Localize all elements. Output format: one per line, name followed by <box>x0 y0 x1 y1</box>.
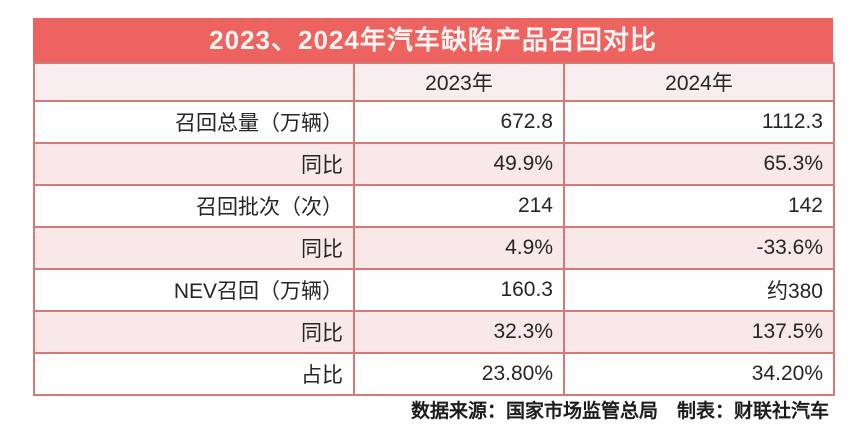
table-row: NEV召回（万辆） 160.3 约380 <box>33 268 835 312</box>
recall-comparison-panel: 2023、2024年汽车缺陷产品召回对比 2023年 2024年 召回总量（万辆… <box>33 18 835 428</box>
value-2023: 49.9% <box>353 142 565 186</box>
value-2024: 65.3% <box>563 142 835 186</box>
value-2023: 4.9% <box>353 226 565 270</box>
row-label: 同比 <box>33 310 355 354</box>
value-2024: 34.20% <box>563 352 835 396</box>
recall-table: 2023年 2024年 召回总量（万辆） 672.8 1112.3 同比 49.… <box>33 62 835 396</box>
value-2023: 32.3% <box>353 310 565 354</box>
table-row: 召回批次（次） 214 142 <box>33 184 835 228</box>
row-label: NEV召回（万辆） <box>33 268 355 312</box>
table-row: 召回总量（万辆） 672.8 1112.3 <box>33 100 835 144</box>
table-row: 同比 4.9% -33.6% <box>33 226 835 270</box>
table-header-row: 2023年 2024年 <box>33 62 835 102</box>
source-note: 数据来源：国家市场监管总局 制表：财联社汽车 <box>33 396 833 428</box>
table-row: 占比 23.80% 34.20% <box>33 352 835 396</box>
header-empty-cell <box>33 62 355 102</box>
header-2023: 2023年 <box>353 62 565 102</box>
panel-title: 2023、2024年汽车缺陷产品召回对比 <box>33 18 833 62</box>
value-2024: 137.5% <box>563 310 835 354</box>
value-2024: 1112.3 <box>563 100 835 144</box>
table-row: 同比 49.9% 65.3% <box>33 142 835 186</box>
row-label: 同比 <box>33 142 355 186</box>
value-2023: 160.3 <box>353 268 565 312</box>
row-label: 召回批次（次） <box>33 184 355 228</box>
value-2024: 142 <box>563 184 835 228</box>
header-2024: 2024年 <box>563 62 835 102</box>
value-2024: 约380 <box>563 268 835 312</box>
value-2023: 214 <box>353 184 565 228</box>
table-row: 同比 32.3% 137.5% <box>33 310 835 354</box>
value-2024: -33.6% <box>563 226 835 270</box>
value-2023: 23.80% <box>353 352 565 396</box>
row-label: 同比 <box>33 226 355 270</box>
value-2023: 672.8 <box>353 100 565 144</box>
row-label: 召回总量（万辆） <box>33 100 355 144</box>
row-label: 占比 <box>33 352 355 396</box>
